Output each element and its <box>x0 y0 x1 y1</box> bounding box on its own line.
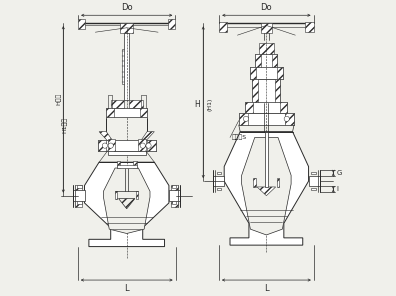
Text: Do: Do <box>261 3 272 12</box>
Bar <box>253 178 256 187</box>
Bar <box>261 22 272 33</box>
Bar <box>77 202 82 204</box>
Bar <box>213 176 224 186</box>
Bar <box>280 102 287 113</box>
Bar <box>172 202 176 204</box>
Polygon shape <box>78 19 85 29</box>
Bar <box>252 79 280 102</box>
Bar <box>140 108 147 117</box>
Bar <box>311 188 316 190</box>
Bar <box>249 67 256 79</box>
Bar <box>98 140 107 151</box>
Bar <box>265 132 268 187</box>
Bar <box>311 171 316 174</box>
Bar <box>136 191 138 199</box>
Bar <box>276 178 280 187</box>
Bar <box>305 22 314 32</box>
Bar <box>111 100 124 108</box>
Bar <box>115 191 117 199</box>
Bar <box>124 33 129 100</box>
Polygon shape <box>84 162 169 247</box>
Bar <box>255 54 261 68</box>
Bar <box>138 139 146 151</box>
Bar <box>246 102 287 113</box>
Bar <box>75 201 82 207</box>
Bar <box>122 49 126 84</box>
Text: H大闭: H大闭 <box>55 93 61 105</box>
Circle shape <box>244 116 249 121</box>
Text: L: L <box>264 284 269 293</box>
Circle shape <box>108 143 113 148</box>
Polygon shape <box>99 132 120 151</box>
Bar <box>98 140 156 151</box>
Bar <box>217 171 221 174</box>
Text: H1全开: H1全开 <box>62 117 68 133</box>
Bar <box>116 161 120 168</box>
Bar <box>108 139 115 151</box>
Bar <box>75 185 82 190</box>
Polygon shape <box>134 132 154 151</box>
Bar <box>147 140 156 151</box>
Bar <box>107 108 147 117</box>
Polygon shape <box>224 132 308 245</box>
Text: Do: Do <box>121 3 133 12</box>
Bar <box>120 22 133 33</box>
Bar <box>77 185 82 188</box>
Text: L: L <box>124 284 129 293</box>
Text: 扳手处S: 扳手处S <box>231 135 247 140</box>
Bar <box>116 165 137 168</box>
Text: H: H <box>194 99 200 109</box>
Bar <box>277 67 283 79</box>
Bar <box>255 54 278 68</box>
Bar <box>219 22 227 32</box>
Bar <box>272 54 278 68</box>
Bar <box>169 190 180 201</box>
Bar <box>129 100 143 108</box>
Bar <box>239 113 248 125</box>
Bar <box>171 185 178 190</box>
Bar <box>246 102 253 113</box>
Polygon shape <box>168 19 175 29</box>
Bar <box>107 108 114 117</box>
Bar <box>252 79 258 102</box>
Bar <box>239 113 294 125</box>
Bar <box>274 79 280 102</box>
Bar <box>171 201 178 207</box>
Circle shape <box>146 143 151 148</box>
Bar <box>249 67 283 79</box>
Text: G: G <box>336 170 342 176</box>
Polygon shape <box>257 187 276 196</box>
Bar <box>285 113 294 125</box>
Polygon shape <box>242 137 291 235</box>
Bar <box>172 185 176 188</box>
Text: (H1): (H1) <box>208 97 213 111</box>
Bar <box>133 161 137 168</box>
Bar <box>259 43 274 54</box>
Bar <box>108 151 146 155</box>
Bar <box>217 188 221 190</box>
Polygon shape <box>118 199 135 209</box>
Text: l: l <box>336 186 338 192</box>
Polygon shape <box>103 168 150 234</box>
Circle shape <box>102 143 107 148</box>
Bar <box>308 176 320 186</box>
Bar <box>74 190 84 201</box>
Circle shape <box>140 143 145 148</box>
Circle shape <box>284 116 289 121</box>
